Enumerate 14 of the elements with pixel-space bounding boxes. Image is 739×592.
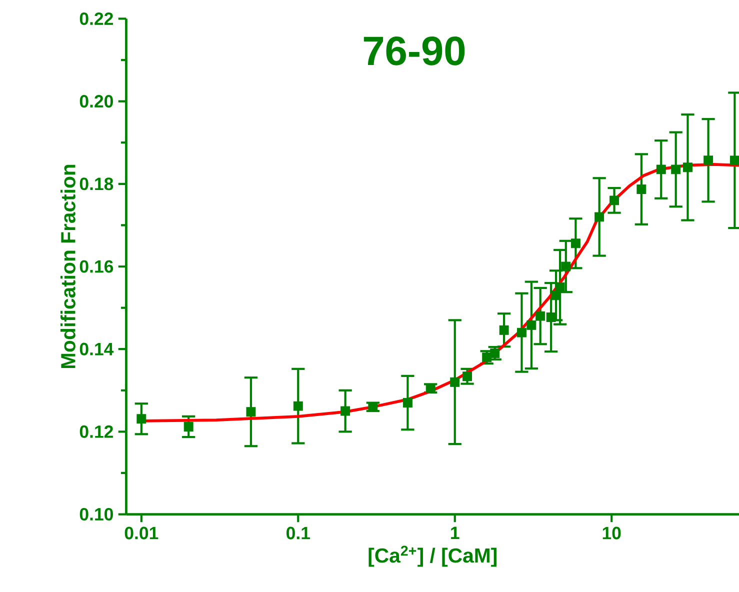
x-tick-label: 10 <box>602 526 621 540</box>
y-tick-label: 0.18 <box>80 178 114 190</box>
x-tick-label: 0.1 <box>286 526 310 540</box>
y-tick-label: 0.16 <box>80 260 114 273</box>
x-axis-title: [Ca$^{2+}$] / [CaM] <box>368 546 496 567</box>
y-tick-label: 0.12 <box>80 425 113 438</box>
x-tick-label: 1 <box>451 526 460 539</box>
y-tick-label: 0.14 <box>80 342 114 356</box>
y-tick-label: 0.22 <box>80 12 113 25</box>
x-tick-label: 0.01 <box>124 526 158 540</box>
y-tick-label: 0.20 <box>80 94 113 108</box>
y-axis-title: Modification Fraction <box>60 164 76 368</box>
y-tick-label: 0.10 <box>80 508 113 520</box>
chart-title: 76-90 <box>364 36 465 66</box>
